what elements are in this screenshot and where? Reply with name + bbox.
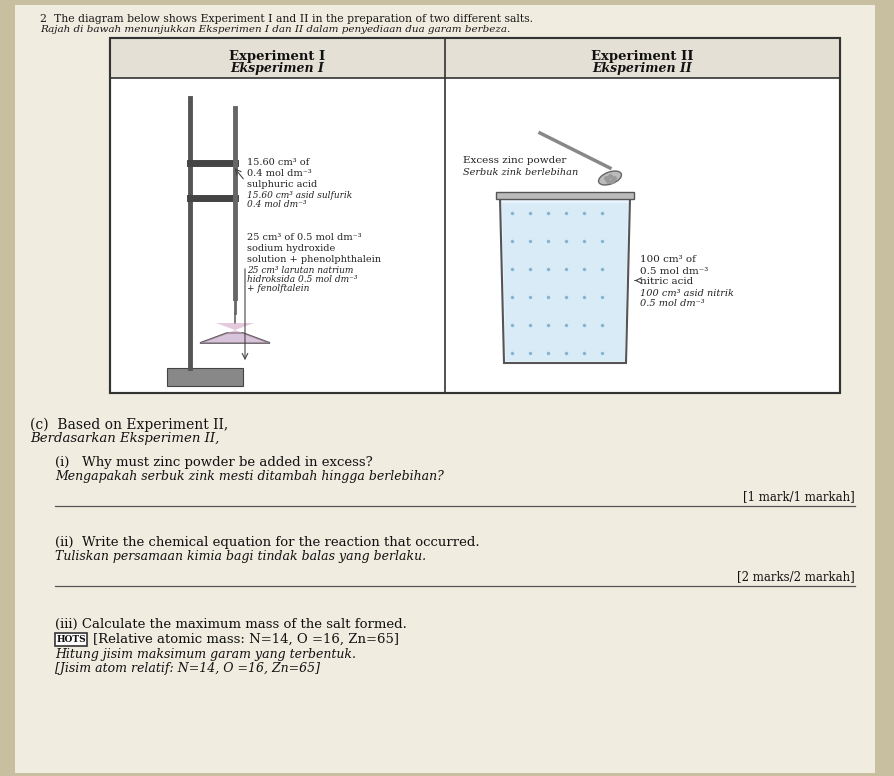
- Polygon shape: [200, 333, 270, 343]
- Text: Experiment II: Experiment II: [591, 50, 694, 63]
- Text: 0.5 mol dm⁻³: 0.5 mol dm⁻³: [640, 266, 708, 275]
- Text: Excess zinc powder: Excess zinc powder: [463, 156, 567, 165]
- Text: 100 cm³ asid nitrik: 100 cm³ asid nitrik: [640, 289, 734, 297]
- Text: (i)   Why must zinc powder be added in excess?: (i) Why must zinc powder be added in exc…: [55, 456, 373, 469]
- Bar: [167, 368, 243, 386]
- Text: solution + phenolphthalein: solution + phenolphthalein: [247, 255, 381, 264]
- Text: [2 marks/2 markah]: [2 marks/2 markah]: [738, 570, 855, 583]
- Text: Tuliskan persamaan kimia bagi tindak balas yang berlaku.: Tuliskan persamaan kimia bagi tindak bal…: [55, 550, 426, 563]
- Text: Serbuk zink berlebihan: Serbuk zink berlebihan: [463, 168, 578, 177]
- Text: [Jisim atom relatif: N=14, O =16, Zn=65]: [Jisim atom relatif: N=14, O =16, Zn=65]: [55, 662, 320, 675]
- Text: Berdasarkan Eksperimen II,: Berdasarkan Eksperimen II,: [30, 432, 219, 445]
- Text: (ii)  Write the chemical equation for the reaction that occurred.: (ii) Write the chemical equation for the…: [55, 536, 479, 549]
- Text: 100 cm³ of: 100 cm³ of: [640, 255, 696, 265]
- Polygon shape: [500, 198, 630, 363]
- Text: 25 cm³ of 0.5 mol dm⁻³: 25 cm³ of 0.5 mol dm⁻³: [247, 233, 362, 242]
- Text: 15.60 cm³ asid sulfurik: 15.60 cm³ asid sulfurik: [247, 191, 352, 200]
- Text: 2  The diagram below shows Experiment I and II in the preparation of two differe: 2 The diagram below shows Experiment I a…: [40, 14, 533, 24]
- Text: HOTS: HOTS: [56, 635, 86, 644]
- Text: Eksperimen I: Eksperimen I: [231, 62, 325, 75]
- Text: (c)  Based on Experiment II,: (c) Based on Experiment II,: [30, 418, 228, 432]
- Bar: [110, 38, 840, 393]
- Text: Rajah di bawah menunjukkan Eksperimen I dan II dalam penyediaan dua garam berbez: Rajah di bawah menunjukkan Eksperimen I …: [40, 25, 510, 34]
- Text: 15.60 cm³ of: 15.60 cm³ of: [247, 158, 309, 167]
- Bar: [496, 192, 634, 199]
- Text: 0.4 mol dm⁻³: 0.4 mol dm⁻³: [247, 200, 307, 209]
- Polygon shape: [502, 203, 628, 361]
- Text: + fenolftalein: + fenolftalein: [247, 284, 309, 293]
- Bar: [110, 38, 840, 78]
- Text: sodium hydroxide: sodium hydroxide: [247, 244, 335, 253]
- Text: nitric acid: nitric acid: [640, 278, 693, 286]
- Bar: [55, 633, 87, 646]
- Text: (iii) Calculate the maximum mass of the salt formed.: (iii) Calculate the maximum mass of the …: [55, 618, 407, 631]
- Text: 0.5 mol dm⁻³: 0.5 mol dm⁻³: [640, 299, 704, 307]
- Ellipse shape: [599, 171, 621, 185]
- Text: 0.4 mol dm⁻³: 0.4 mol dm⁻³: [247, 169, 312, 178]
- Text: [1 mark/1 markah]: [1 mark/1 markah]: [743, 490, 855, 503]
- Text: 25 cm³ larutan natrium: 25 cm³ larutan natrium: [247, 266, 353, 275]
- Bar: [110, 38, 840, 393]
- Text: Eksperimen II: Eksperimen II: [593, 62, 692, 75]
- Text: [Relative atomic mass: N=14, O =16, Zn=65]: [Relative atomic mass: N=14, O =16, Zn=6…: [93, 633, 399, 646]
- Polygon shape: [200, 323, 270, 343]
- Text: sulphuric acid: sulphuric acid: [247, 180, 317, 189]
- Text: Experiment I: Experiment I: [230, 50, 325, 63]
- Text: hidroksida 0.5 mol dm⁻³: hidroksida 0.5 mol dm⁻³: [247, 275, 358, 284]
- Text: Hitung jisim maksimum garam yang terbentuk.: Hitung jisim maksimum garam yang terbent…: [55, 648, 356, 661]
- Text: Mengapakah serbuk zink mesti ditambah hingga berlebihan?: Mengapakah serbuk zink mesti ditambah hi…: [55, 470, 444, 483]
